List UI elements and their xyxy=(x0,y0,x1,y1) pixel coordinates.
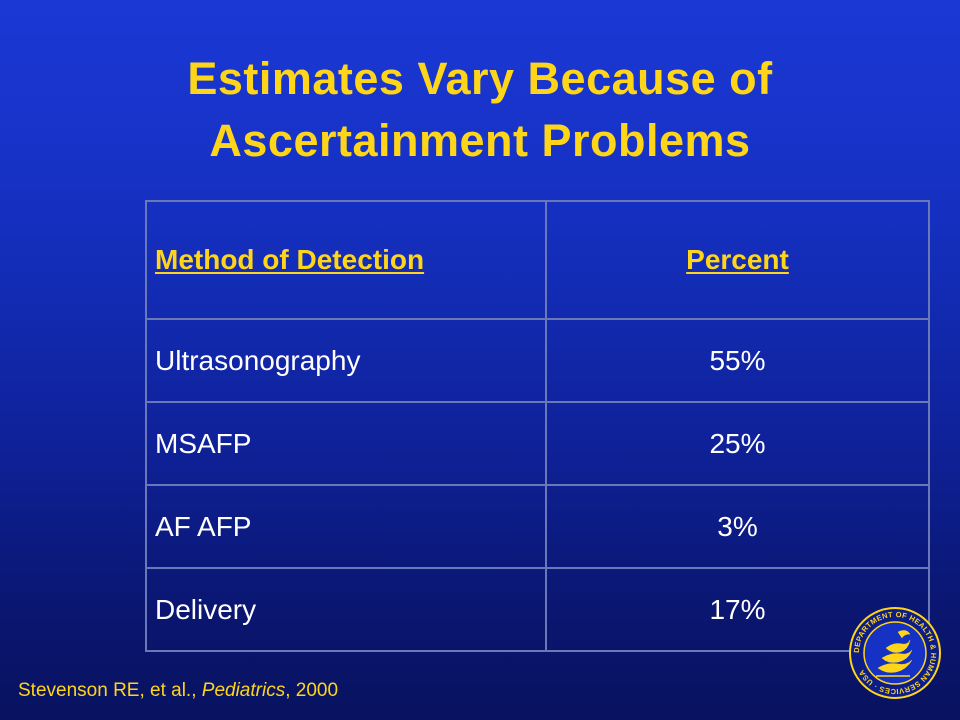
cell-method: MSAFP xyxy=(145,401,547,486)
header-percent: Percent xyxy=(545,200,930,320)
cell-method: Delivery xyxy=(145,567,547,652)
table-row: AF AFP 3% xyxy=(145,484,930,569)
cell-method: Ultrasonography xyxy=(145,318,547,403)
header-method-of-detection: Method of Detection xyxy=(145,200,547,320)
slide-title: Estimates Vary Because of Ascertainment … xyxy=(0,48,960,172)
table-row: Delivery 17% xyxy=(145,567,930,652)
eagle-icon xyxy=(876,630,913,677)
citation-authors: Stevenson RE, et al., xyxy=(18,680,197,701)
citation-journal: Pediatrics xyxy=(201,680,286,701)
cell-percent: 25% xyxy=(545,401,930,486)
cell-percent: 55% xyxy=(545,318,930,403)
citation: Stevenson RE, et al., Pediatrics, 2000 xyxy=(18,680,338,702)
cell-percent: 3% xyxy=(545,484,930,569)
table-row: MSAFP 25% xyxy=(145,401,930,486)
table-row: Ultrasonography 55% xyxy=(145,318,930,403)
cell-method: AF AFP xyxy=(145,484,547,569)
detection-method-table: Method of Detection Percent Ultrasonogra… xyxy=(145,200,930,652)
slide-title-line-1: Estimates Vary Because of xyxy=(187,53,773,104)
table-header-row: Method of Detection Percent xyxy=(145,200,930,320)
citation-year: , 2000 xyxy=(285,680,339,701)
slide-title-line-2: Ascertainment Problems xyxy=(209,115,751,166)
hhs-seal-logo: DEPARTMENT OF HEALTH & HUMAN SERVICES · … xyxy=(849,607,941,699)
